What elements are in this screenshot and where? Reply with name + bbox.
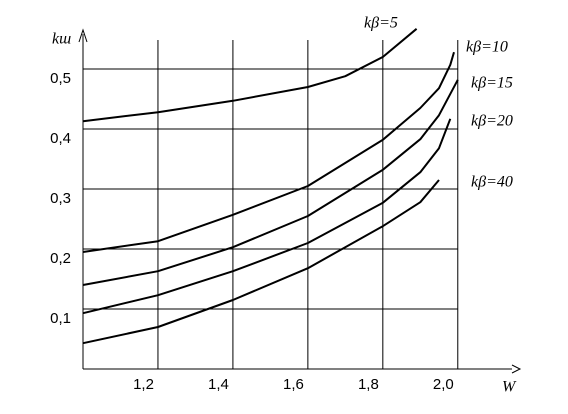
x-tick-label: 2,0 xyxy=(433,376,454,393)
y-tick-label: 0,4 xyxy=(50,130,71,147)
y-arrow xyxy=(78,28,88,43)
curve xyxy=(82,79,459,286)
x-tick-label: 1,2 xyxy=(133,376,154,393)
legend-label: kβ=20 xyxy=(471,113,513,130)
legend-label: kβ=5 xyxy=(364,15,398,32)
x-tick-label: 1,6 xyxy=(283,376,304,393)
x-tick-label: 1,4 xyxy=(208,376,229,393)
x-arrow xyxy=(511,364,522,374)
curve xyxy=(82,51,455,253)
y-tick-label: 0,2 xyxy=(50,250,71,267)
curve xyxy=(82,28,418,123)
x-axis-label: W xyxy=(502,379,517,396)
y-tick-label: 0,3 xyxy=(50,190,71,207)
y-tick-label: 0,5 xyxy=(50,70,71,87)
legend-label: kβ=40 xyxy=(471,174,513,191)
x-tick-label: 1,8 xyxy=(358,376,379,393)
legend-label: kβ=10 xyxy=(466,39,508,56)
y-tick-label: 0,1 xyxy=(50,310,71,327)
curve xyxy=(82,179,440,345)
legend-label: kβ=15 xyxy=(471,75,513,92)
curve xyxy=(82,118,452,315)
y-axis-label: kш xyxy=(52,31,71,48)
